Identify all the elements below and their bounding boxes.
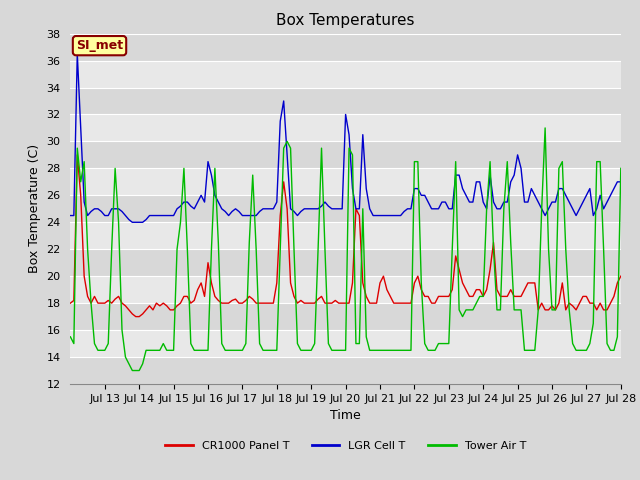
LGR Cell T <box>67 213 74 218</box>
Text: SI_met: SI_met <box>76 39 123 52</box>
Tower Air T <box>617 166 625 171</box>
LGR Cell T <box>225 213 232 218</box>
Bar <box>70 222 621 249</box>
Tower Air T <box>273 348 280 353</box>
CR1000 Panel T <box>559 280 566 286</box>
Tower Air T <box>559 159 566 165</box>
Tower Air T <box>221 348 229 353</box>
Tower Air T <box>541 125 549 131</box>
Bar <box>70 142 621 168</box>
LGR Cell T <box>596 192 604 198</box>
Line: Tower Air T: Tower Air T <box>70 128 621 371</box>
X-axis label: Time: Time <box>330 409 361 422</box>
Tower Air T <box>596 159 604 165</box>
CR1000 Panel T <box>67 300 74 306</box>
Bar <box>70 303 621 330</box>
Bar <box>70 60 621 87</box>
LGR Cell T <box>617 179 625 185</box>
Tower Air T <box>252 246 260 252</box>
LGR Cell T <box>531 192 539 198</box>
Tower Air T <box>129 368 136 373</box>
CR1000 Panel T <box>225 300 232 306</box>
LGR Cell T <box>559 186 566 192</box>
CR1000 Panel T <box>74 152 81 158</box>
LGR Cell T <box>256 209 264 215</box>
Bar <box>70 195 621 222</box>
CR1000 Panel T <box>617 273 625 279</box>
Line: CR1000 Panel T: CR1000 Panel T <box>70 155 621 317</box>
LGR Cell T <box>129 219 136 225</box>
Tower Air T <box>67 334 74 340</box>
LGR Cell T <box>276 118 284 124</box>
Y-axis label: Box Temperature (C): Box Temperature (C) <box>28 144 41 274</box>
Bar <box>70 330 621 357</box>
Bar <box>70 34 621 60</box>
Bar <box>70 357 621 384</box>
Bar <box>70 87 621 114</box>
CR1000 Panel T <box>531 280 539 286</box>
CR1000 Panel T <box>596 300 604 306</box>
Bar <box>70 114 621 142</box>
Bar <box>70 276 621 303</box>
CR1000 Panel T <box>256 300 264 306</box>
Line: LGR Cell T: LGR Cell T <box>70 54 621 222</box>
CR1000 Panel T <box>132 314 140 320</box>
Title: Box Temperatures: Box Temperatures <box>276 13 415 28</box>
Bar <box>70 249 621 276</box>
Legend: CR1000 Panel T, LGR Cell T, Tower Air T: CR1000 Panel T, LGR Cell T, Tower Air T <box>161 437 531 456</box>
CR1000 Panel T <box>276 213 284 218</box>
LGR Cell T <box>74 51 81 57</box>
Tower Air T <box>527 348 535 353</box>
Bar <box>70 168 621 195</box>
